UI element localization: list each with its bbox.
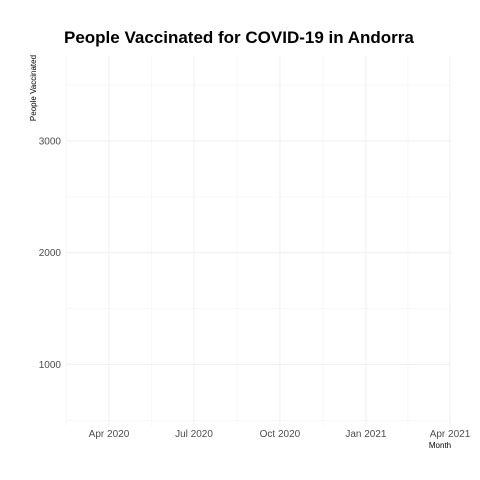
chart-title: People Vaccinated for COVID-19 in Andorr… xyxy=(64,28,414,47)
x-tick-label: Apr 2021 xyxy=(430,429,471,440)
y-tick-label: 1000 xyxy=(39,360,62,371)
x-tick-label: Oct 2020 xyxy=(260,429,301,440)
x-tick-label: Jul 2020 xyxy=(175,429,213,440)
x-tick-label: Apr 2020 xyxy=(89,429,130,440)
y-axis-title: People Vaccinated xyxy=(29,55,38,121)
y-tick-label: 3000 xyxy=(39,136,62,147)
grid-layer xyxy=(66,56,451,426)
x-tick-label: Jan 2021 xyxy=(345,429,387,440)
tick-layer: Apr 2020 Jul 2020 Oct 2020 Jan 2021 Apr 2021… xyxy=(39,136,471,440)
y-tick-label: 2000 xyxy=(39,248,62,259)
x-axis-title: Month xyxy=(429,441,451,450)
